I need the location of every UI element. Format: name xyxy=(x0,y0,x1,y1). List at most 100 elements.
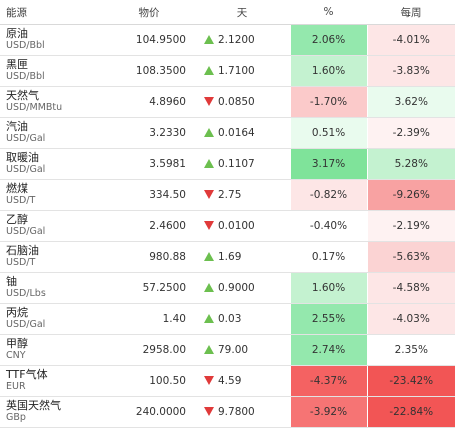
table-row[interactable]: 丙烷 USD/Gal 1.40 0.03 2.55% -4.03% xyxy=(0,303,455,335)
day-change-value: 0.03 xyxy=(218,313,242,325)
commodity-name[interactable]: 原油 xyxy=(6,27,28,41)
commodity-name[interactable]: 汽油 xyxy=(6,120,28,134)
day-change-value: 0.9000 xyxy=(218,282,255,294)
percent-change-cell: 3.17% xyxy=(289,148,367,180)
table-row[interactable]: TTF气体 EUR 100.50 4.59 -4.37% -23.42% xyxy=(0,365,455,397)
price-cell: 334.50 xyxy=(104,179,194,211)
weekly-change-cell: 5.28% xyxy=(366,148,455,180)
table-row[interactable]: 黑匣 USD/Bbl 108.3500 1.7100 1.60% -3.83% xyxy=(0,55,455,87)
day-change-cell: 0.1107 xyxy=(194,148,290,180)
commodity-unit: USD/T xyxy=(6,194,36,206)
day-change-value: 1.69 xyxy=(218,251,242,263)
day-change-cell: 0.9000 xyxy=(194,272,290,304)
percent-change-cell: -0.82% xyxy=(289,179,367,211)
commodity-cell[interactable]: 铀 USD/Lbs xyxy=(0,272,104,304)
price-cell: 104.9500 xyxy=(104,24,194,56)
percent-change-cell: 1.60% xyxy=(289,272,367,304)
day-change-cell: 9.7800 xyxy=(194,396,290,428)
arrow-up-icon xyxy=(204,313,214,323)
commodity-unit: USD/Gal xyxy=(6,225,46,237)
commodity-unit: USD/Lbs xyxy=(6,287,46,299)
percent-change-cell: 2.55% xyxy=(289,303,367,335)
weekly-change-cell: -4.03% xyxy=(366,303,455,335)
commodity-cell[interactable]: 乙醇 USD/Gal xyxy=(0,210,104,242)
arrow-up-icon xyxy=(204,344,214,354)
commodity-name[interactable]: 石脑油 xyxy=(6,244,39,258)
price-cell: 2.4600 xyxy=(104,210,194,242)
price-cell: 3.2330 xyxy=(104,117,194,149)
price-cell: 108.3500 xyxy=(104,55,194,87)
commodity-cell[interactable]: TTF气体 EUR xyxy=(0,365,104,397)
commodity-name[interactable]: 铀 xyxy=(6,275,17,289)
commodity-unit: USD/Bbl xyxy=(6,39,45,51)
arrow-up-icon xyxy=(204,158,214,168)
commodity-name[interactable]: 天然气 xyxy=(6,89,39,103)
day-change-value: 1.7100 xyxy=(218,65,255,77)
commodity-name[interactable]: 黑匣 xyxy=(6,58,28,72)
commodity-name[interactable]: TTF气体 xyxy=(6,368,48,382)
day-change-value: 0.0164 xyxy=(218,127,255,139)
commodity-cell[interactable]: 石脑油 USD/T xyxy=(0,241,104,273)
commodity-unit: CNY xyxy=(6,349,26,361)
day-change-cell: 0.03 xyxy=(194,303,290,335)
table-row[interactable]: 天然气 USD/MMBtu 4.8960 0.0850 -1.70% 3.62% xyxy=(0,86,455,118)
day-change-value: 79.00 xyxy=(218,344,249,356)
commodity-cell[interactable]: 黑匣 USD/Bbl xyxy=(0,55,104,87)
day-change-value: 0.1107 xyxy=(218,158,255,170)
commodity-unit: USD/Gal xyxy=(6,132,46,144)
price-cell: 2958.00 xyxy=(104,334,194,366)
day-change-cell: 2.1200 xyxy=(194,24,290,56)
commodity-name[interactable]: 燃煤 xyxy=(6,182,28,196)
commodity-name[interactable]: 取暖油 xyxy=(6,151,39,165)
weekly-change-cell: -4.01% xyxy=(366,24,455,56)
weekly-change-cell: -9.26% xyxy=(366,179,455,211)
commodity-unit: GBp xyxy=(6,411,26,423)
table-row[interactable]: 乙醇 USD/Gal 2.4600 0.0100 -0.40% -2.19% xyxy=(0,210,455,242)
commodity-cell[interactable]: 燃煤 USD/T xyxy=(0,179,104,211)
day-change-value: 2.1200 xyxy=(218,34,255,46)
table-row[interactable]: 汽油 USD/Gal 3.2330 0.0164 0.51% -2.39% xyxy=(0,117,455,149)
commodity-name[interactable]: 丙烷 xyxy=(6,306,28,320)
arrow-down-icon xyxy=(204,189,214,199)
table-row[interactable]: 铀 USD/Lbs 57.2500 0.9000 1.60% -4.58% xyxy=(0,272,455,304)
arrow-down-icon xyxy=(204,220,214,230)
table-row[interactable]: 英国天然气 GBp 240.0000 9.7800 -3.92% -22.84% xyxy=(0,396,455,428)
percent-change-cell: 1.60% xyxy=(289,55,367,87)
day-change-cell: 0.0850 xyxy=(194,86,290,118)
header-category[interactable]: 能源 xyxy=(0,0,104,25)
header-percent-change[interactable]: % xyxy=(290,0,367,25)
weekly-change-cell: 3.62% xyxy=(366,86,455,118)
weekly-change-cell: -23.42% xyxy=(366,365,455,397)
table-body: 原油 USD/Bbl 104.9500 2.1200 2.06% -4.01% 黑匣 USD/… xyxy=(0,24,455,428)
table-row[interactable]: 燃煤 USD/T 334.50 2.75 -0.82% -9.26% xyxy=(0,179,455,211)
arrow-up-icon xyxy=(204,34,214,44)
commodity-cell[interactable]: 取暖油 USD/Gal xyxy=(0,148,104,180)
header-day-change[interactable]: 天 xyxy=(194,0,290,25)
header-price[interactable]: 物价 xyxy=(104,0,194,25)
commodity-name[interactable]: 乙醇 xyxy=(6,213,28,227)
day-change-cell: 1.7100 xyxy=(194,55,290,87)
commodity-unit: USD/Bbl xyxy=(6,70,45,82)
commodity-cell[interactable]: 丙烷 USD/Gal xyxy=(0,303,104,335)
day-change-value: 2.75 xyxy=(218,189,242,201)
table-header-row: 能源 物价 天 % 每周 xyxy=(0,0,455,25)
commodity-cell[interactable]: 天然气 USD/MMBtu xyxy=(0,86,104,118)
day-change-cell: 2.75 xyxy=(194,179,290,211)
weekly-change-cell: -2.19% xyxy=(366,210,455,242)
table-row[interactable]: 取暖油 USD/Gal 3.5981 0.1107 3.17% 5.28% xyxy=(0,148,455,180)
commodity-name[interactable]: 甲醇 xyxy=(6,337,28,351)
day-change-value: 4.59 xyxy=(218,375,242,387)
commodity-name[interactable]: 英国天然气 xyxy=(6,399,61,413)
table-row[interactable]: 甲醇 CNY 2958.00 79.00 2.74% 2.35% xyxy=(0,334,455,366)
commodity-cell[interactable]: 甲醇 CNY xyxy=(0,334,104,366)
table-row[interactable]: 石脑油 USD/T 980.88 1.69 0.17% -5.63% xyxy=(0,241,455,273)
arrow-down-icon xyxy=(204,375,214,385)
header-weekly-change[interactable]: 每周 xyxy=(367,0,455,25)
commodity-cell[interactable]: 原油 USD/Bbl xyxy=(0,24,104,56)
day-change-value: 9.7800 xyxy=(218,406,255,418)
weekly-change-cell: -2.39% xyxy=(366,117,455,149)
table-row[interactable]: 原油 USD/Bbl 104.9500 2.1200 2.06% -4.01% xyxy=(0,24,455,56)
commodity-cell[interactable]: 英国天然气 GBp xyxy=(0,396,104,428)
commodity-cell[interactable]: 汽油 USD/Gal xyxy=(0,117,104,149)
